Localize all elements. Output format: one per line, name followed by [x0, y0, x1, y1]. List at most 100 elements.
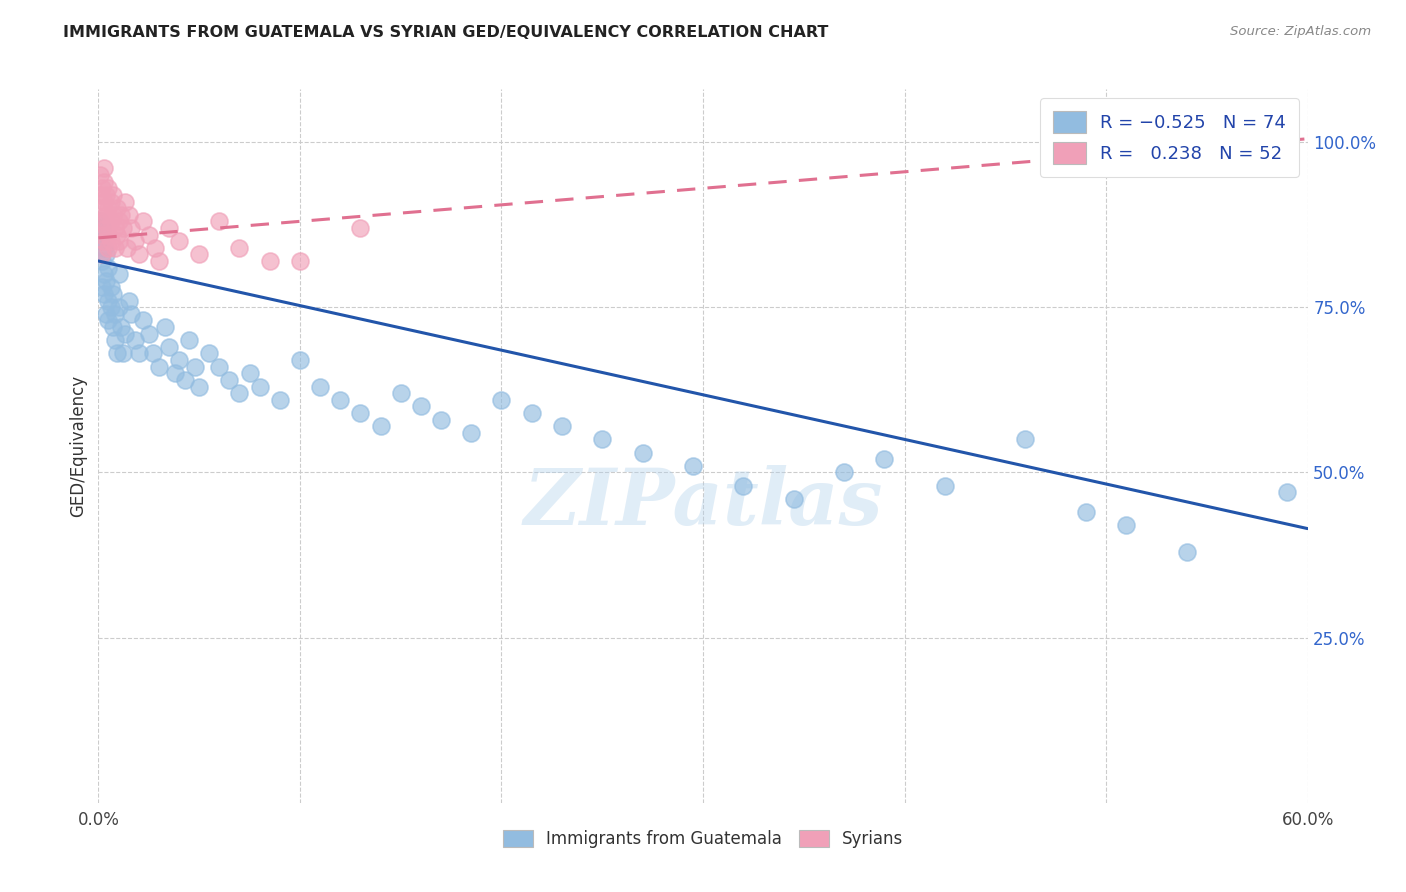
Point	[259, 254, 281, 268]
Text: ZIPatlas: ZIPatlas	[523, 465, 883, 541]
Point	[93, 161, 115, 176]
Point	[96, 221, 118, 235]
Point	[100, 280, 122, 294]
Point	[105, 346, 128, 360]
Point	[188, 247, 211, 261]
Point	[409, 400, 432, 414]
Point	[174, 373, 197, 387]
Point	[389, 386, 412, 401]
Point	[239, 367, 262, 381]
Point	[91, 181, 114, 195]
Point	[103, 333, 125, 347]
Point	[107, 234, 129, 248]
Point	[97, 241, 120, 255]
Point	[208, 214, 231, 228]
Point	[91, 254, 114, 268]
Point	[115, 241, 138, 255]
Point	[148, 359, 170, 374]
Point	[124, 234, 146, 248]
Point	[309, 379, 332, 393]
Point	[288, 254, 311, 268]
Point	[148, 254, 170, 268]
Point	[124, 333, 146, 347]
Point	[93, 214, 115, 228]
Point	[91, 247, 114, 261]
Point	[153, 320, 176, 334]
Point	[91, 201, 114, 215]
Point	[93, 241, 115, 255]
Point	[491, 392, 513, 407]
Point	[783, 491, 806, 506]
Point	[228, 386, 250, 401]
Text: Source: ZipAtlas.com: Source: ZipAtlas.com	[1230, 25, 1371, 38]
Point	[167, 234, 190, 248]
Point	[142, 346, 165, 360]
Point	[93, 194, 115, 209]
Point	[97, 313, 120, 327]
Point	[93, 175, 115, 189]
Point	[349, 406, 371, 420]
Point	[1115, 518, 1137, 533]
Point	[107, 214, 129, 228]
Point	[89, 214, 111, 228]
Point	[89, 188, 111, 202]
Point	[91, 221, 114, 235]
Point	[93, 287, 115, 301]
Point	[143, 241, 166, 255]
Point	[103, 221, 125, 235]
Point	[107, 300, 129, 314]
Point	[269, 392, 291, 407]
Point	[101, 188, 124, 202]
Point	[631, 445, 654, 459]
Point	[873, 452, 896, 467]
Point	[138, 326, 160, 341]
Point	[96, 307, 118, 321]
Point	[89, 214, 111, 228]
Point	[198, 346, 221, 360]
Point	[832, 466, 855, 480]
Point	[460, 425, 482, 440]
Point	[101, 208, 124, 222]
Point	[111, 221, 134, 235]
Point	[103, 307, 125, 321]
Point	[733, 478, 755, 492]
Point	[120, 307, 142, 321]
Point	[163, 367, 186, 381]
Point	[118, 208, 141, 222]
Point	[157, 340, 180, 354]
Point	[167, 353, 190, 368]
Point	[110, 208, 132, 222]
Point	[157, 221, 180, 235]
Point	[1074, 505, 1097, 519]
Point	[218, 373, 240, 387]
Point	[91, 227, 114, 242]
Point	[118, 293, 141, 308]
Point	[107, 267, 129, 281]
Point	[97, 201, 120, 215]
Point	[551, 419, 574, 434]
Point	[89, 234, 111, 248]
Point	[103, 241, 125, 255]
Point	[430, 412, 453, 426]
Y-axis label: GED/Equivalency: GED/Equivalency	[69, 375, 87, 517]
Point	[105, 227, 128, 242]
Point	[179, 333, 201, 347]
Point	[682, 458, 704, 473]
Point	[100, 214, 122, 228]
Point	[120, 221, 142, 235]
Point	[208, 359, 231, 374]
Point	[288, 353, 311, 368]
Point	[91, 280, 114, 294]
Point	[132, 214, 155, 228]
Point	[520, 406, 543, 420]
Point	[93, 234, 115, 248]
Point	[89, 168, 111, 182]
Point	[100, 194, 122, 209]
Point	[105, 201, 128, 215]
Point	[934, 478, 956, 492]
Point	[111, 346, 134, 360]
Point	[1175, 545, 1198, 559]
Point	[97, 260, 120, 275]
Point	[101, 287, 124, 301]
Point	[110, 320, 132, 334]
